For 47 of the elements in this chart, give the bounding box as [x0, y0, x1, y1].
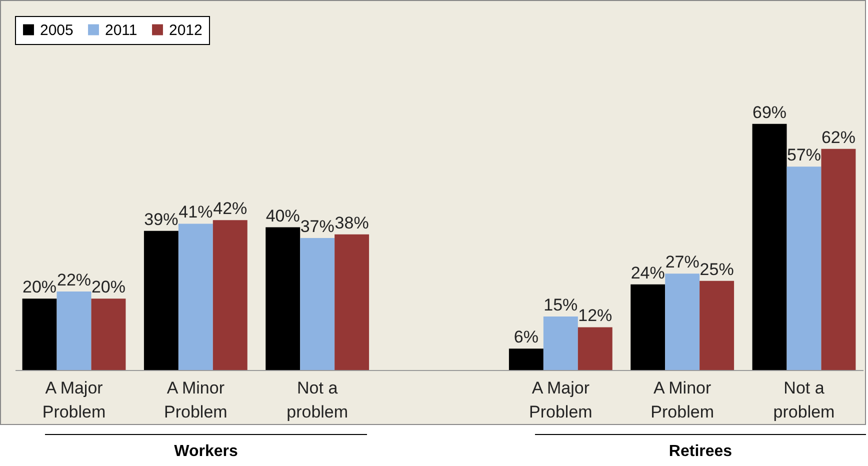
- data-label: 22%: [56, 270, 92, 290]
- bar: [300, 238, 335, 370]
- bar: [752, 124, 787, 370]
- bar: [144, 230, 178, 370]
- data-label: 40%: [266, 206, 300, 226]
- x-tick-label: A Minor Problem: [650, 378, 714, 422]
- bar: [665, 274, 700, 370]
- bar: [91, 298, 126, 370]
- data-label: 57%: [786, 146, 822, 165]
- data-label: 20%: [22, 278, 57, 297]
- x-tick-label: A Major Problem: [42, 378, 106, 422]
- bar: [543, 316, 578, 370]
- data-label: 62%: [821, 128, 856, 147]
- data-label: 39%: [144, 210, 178, 229]
- bar: [334, 234, 370, 370]
- data-label: 69%: [752, 102, 787, 122]
- text: Workers: [45, 434, 367, 461]
- bar: [508, 348, 544, 370]
- bar: [700, 280, 734, 370]
- data-label: 25%: [700, 260, 734, 279]
- bar: [630, 284, 666, 370]
- bar: [212, 220, 248, 370]
- data-label: 41%: [178, 202, 213, 222]
- text: Retirees: [535, 434, 866, 461]
- bar: [22, 298, 57, 370]
- x-tick-label: A Major Problem: [529, 378, 592, 422]
- legend-label: 2011: [105, 22, 138, 39]
- legend-label: 2012: [169, 22, 202, 39]
- data-label: 42%: [213, 199, 248, 218]
- x-tick-label: Not a problem: [773, 378, 835, 422]
- data-label: 20%: [91, 278, 126, 297]
- bar: [786, 166, 822, 370]
- legend-label: 2005: [40, 22, 74, 39]
- data-label: 12%: [578, 306, 612, 326]
- bar: [178, 224, 213, 370]
- data-label: 15%: [544, 295, 578, 314]
- data-label: 24%: [630, 263, 665, 282]
- bar: [578, 327, 612, 370]
- x-tick-label: Not a problem: [286, 378, 348, 422]
- data-label: 37%: [300, 217, 334, 236]
- bar: [821, 148, 856, 370]
- bar: [56, 292, 92, 370]
- bar: [266, 227, 300, 370]
- x-tick-label: A Minor Problem: [164, 378, 228, 422]
- data-label: 6%: [514, 328, 538, 347]
- data-label: 27%: [665, 252, 700, 272]
- data-label: 38%: [334, 213, 369, 232]
